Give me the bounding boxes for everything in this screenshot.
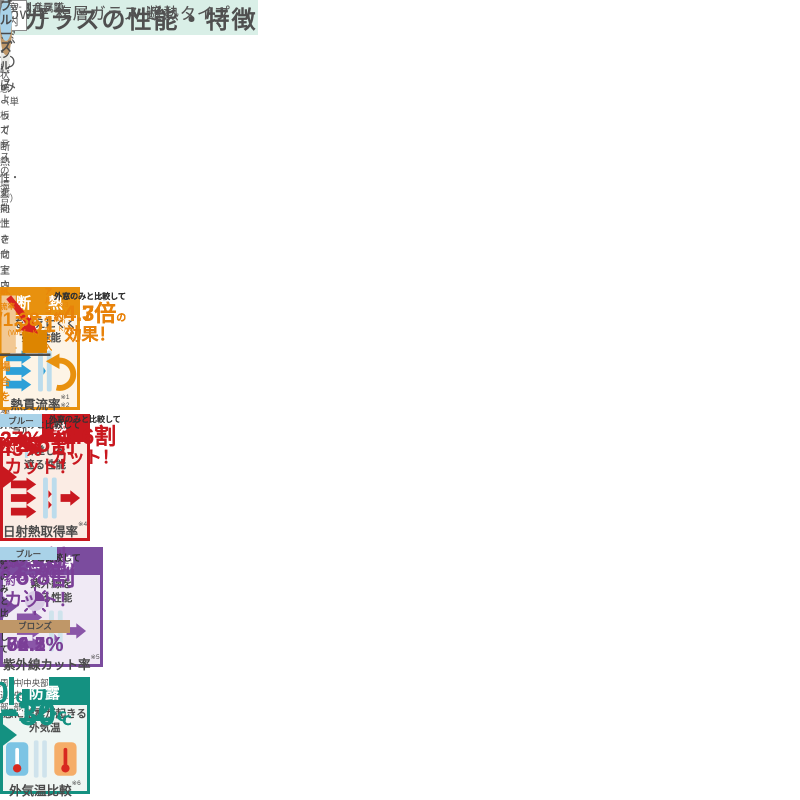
color-label-chip: ブルー: [0, 547, 57, 561]
metric-label: 日射熱取得率 ※4: [3, 521, 88, 540]
center-label: 中央部: [23, 677, 49, 689]
right-arrow-icon: [0, 464, 17, 490]
metric-label: 外気温比較 ※6: [9, 780, 81, 799]
metric-label: 熱貫流率 ※1 ※2: [10, 394, 70, 413]
metric-label: 紫外線カット率 ※5: [3, 654, 100, 673]
sun-pie-icon: [20, 586, 50, 615]
color-swatch-blue: ブルー: [0, 0, 13, 42]
center-label: 中央部: [13, 677, 23, 713]
improvement-chart: 外窓のみと比較して 約 4.7倍の 効果！: [0, 287, 126, 363]
color-label-chip: ブルー: [0, 414, 43, 428]
right-arrow-icon: [0, 594, 17, 620]
improvement-bars-icon: [0, 295, 51, 356]
edge-label: 周辺部: [0, 677, 9, 713]
color-result: ブルー 82.5%: [0, 547, 57, 584]
category-description: 窓に結露が起きる 外気温: [3, 708, 87, 734]
color-result: ブルー 27%: [0, 414, 43, 452]
center-temp-result: 中央部 −30℃: [0, 677, 72, 732]
sun-block-icon: [10, 477, 81, 519]
color-label-chip: ブロンズ: [0, 619, 70, 634]
right-arrow-icon: [0, 722, 17, 748]
thermometer-icon: [5, 740, 77, 778]
page-title: ガラスの性能・特徴: [0, 0, 258, 35]
